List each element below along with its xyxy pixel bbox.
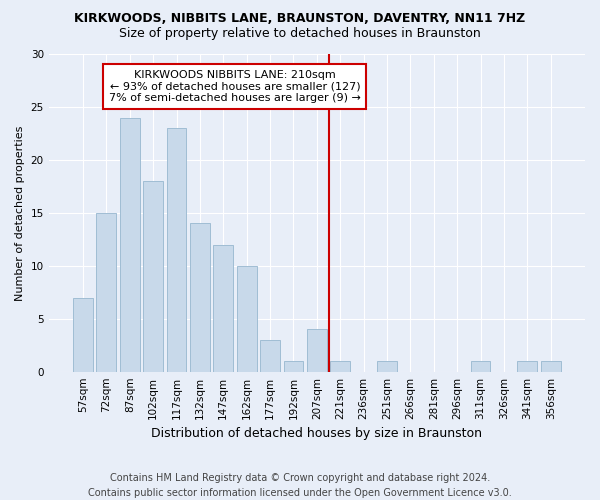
Bar	[377, 361, 397, 372]
Bar	[167, 128, 187, 372]
Bar	[470, 361, 490, 372]
Text: KIRKWOODS, NIBBITS LANE, BRAUNSTON, DAVENTRY, NN11 7HZ: KIRKWOODS, NIBBITS LANE, BRAUNSTON, DAVE…	[74, 12, 526, 26]
Bar	[97, 213, 116, 372]
Bar	[237, 266, 257, 372]
Bar	[541, 361, 560, 372]
Text: Size of property relative to detached houses in Braunston: Size of property relative to detached ho…	[119, 28, 481, 40]
Text: KIRKWOODS NIBBITS LANE: 210sqm
← 93% of detached houses are smaller (127)
7% of : KIRKWOODS NIBBITS LANE: 210sqm ← 93% of …	[109, 70, 361, 103]
Bar	[284, 361, 304, 372]
Bar	[260, 340, 280, 372]
X-axis label: Distribution of detached houses by size in Braunston: Distribution of detached houses by size …	[151, 427, 482, 440]
Bar	[307, 330, 327, 372]
Bar	[190, 224, 210, 372]
Text: Contains HM Land Registry data © Crown copyright and database right 2024.
Contai: Contains HM Land Registry data © Crown c…	[88, 472, 512, 498]
Y-axis label: Number of detached properties: Number of detached properties	[15, 125, 25, 300]
Bar	[143, 181, 163, 372]
Bar	[330, 361, 350, 372]
Bar	[73, 298, 93, 372]
Bar	[517, 361, 537, 372]
Bar	[214, 244, 233, 372]
Bar	[120, 118, 140, 372]
